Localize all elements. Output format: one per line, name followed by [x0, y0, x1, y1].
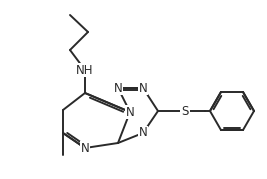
Text: N: N [139, 127, 147, 139]
Text: N: N [139, 81, 147, 95]
Text: N: N [126, 105, 134, 118]
Text: N: N [114, 81, 122, 95]
Text: NH: NH [76, 64, 94, 76]
Text: N: N [81, 142, 89, 154]
Text: S: S [181, 105, 189, 117]
